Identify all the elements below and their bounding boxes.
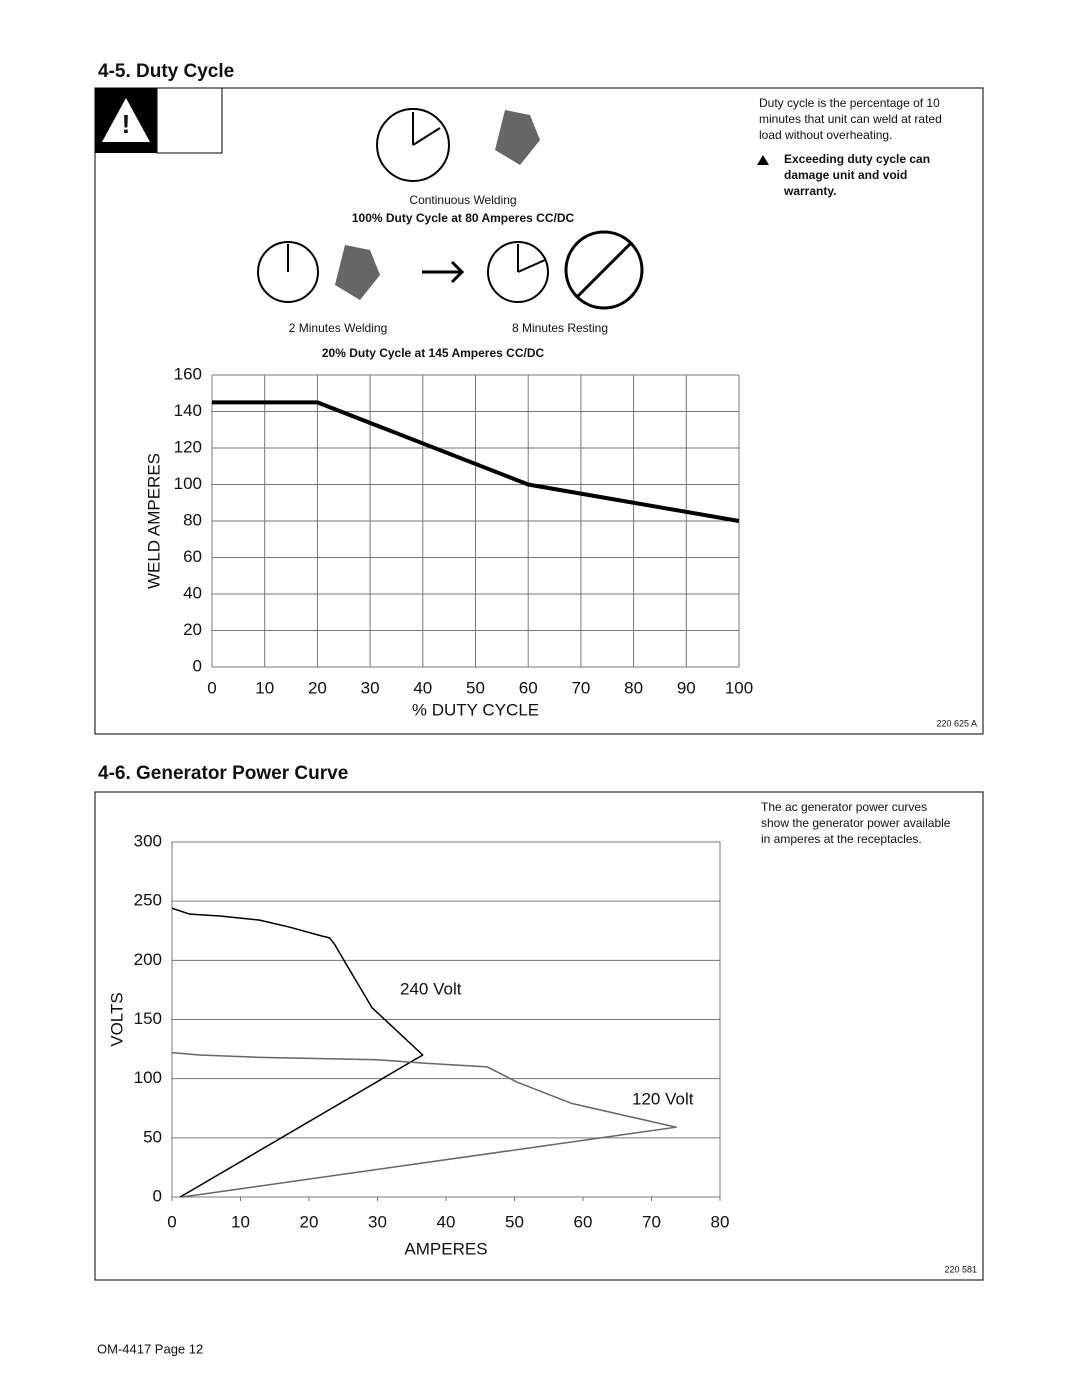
heading: 4-6. Generator Power Curve — [98, 763, 348, 784]
series-line — [212, 400, 740, 523]
x-tick-label: 0 — [207, 678, 216, 697]
no-weld-icon — [564, 230, 644, 310]
footer: OM-4417 Page 12 — [97, 1341, 203, 1356]
y-tick-label: 250 — [134, 891, 162, 910]
caption: 8 Minutes Resting — [512, 321, 608, 335]
series-line — [171, 1051, 677, 1198]
x-axis-title: % DUTY CYCLE — [412, 700, 539, 719]
x-tick-label: 20 — [308, 678, 327, 697]
y-tick-label: 200 — [134, 950, 162, 969]
y-tick-label: 160 — [174, 364, 202, 383]
plot-frame — [171, 841, 721, 1198]
y-tick-label: 120 — [174, 437, 202, 456]
y-tick-label: 100 — [174, 474, 202, 493]
note: Duty cycle is the percentage of 10 — [759, 96, 940, 110]
y-tick-label: 100 — [134, 1068, 162, 1087]
x-tick-label: 60 — [519, 678, 538, 697]
y-tick-label: 20 — [183, 620, 202, 639]
series-label: 240 Volt — [400, 979, 462, 998]
warning: Exceeding duty cycle can — [784, 152, 930, 166]
warning-bullet — [757, 155, 769, 165]
x-tick-label: 20 — [300, 1212, 319, 1231]
x-tick-label: 10 — [255, 678, 274, 697]
clock-hands — [412, 112, 441, 146]
x-tick-label: 80 — [711, 1212, 730, 1231]
caption: 2 Minutes Welding — [289, 321, 388, 335]
x-tick-label: 10 — [231, 1212, 250, 1231]
clock — [376, 108, 450, 182]
note: show the generator power available — [761, 816, 951, 830]
y-tick-label: 60 — [183, 547, 202, 566]
clock — [487, 241, 549, 303]
caption: Continuous Welding — [409, 193, 516, 207]
x-tick-label: 40 — [437, 1212, 456, 1231]
series-line — [171, 907, 424, 1198]
y-tick-label: 300 — [134, 831, 162, 850]
y-axis-title: WELD AMPERES — [144, 453, 163, 589]
figure-id: 220 581 — [944, 1264, 977, 1274]
note: The ac generator power curves — [761, 800, 927, 814]
welder-icon — [495, 110, 540, 165]
x-tick-label: 40 — [413, 678, 432, 697]
x-tick-label: 30 — [361, 678, 380, 697]
y-tick-label: 0 — [193, 656, 202, 675]
clock-hands — [517, 244, 546, 273]
heading: 4-5. Duty Cycle — [98, 61, 234, 82]
y-tick-label: 0 — [153, 1186, 162, 1205]
no-weld-slash — [575, 241, 633, 299]
y-tick-label: 150 — [134, 1009, 162, 1028]
x-tick-label: 80 — [624, 678, 643, 697]
note: minutes that unit can weld at rated — [759, 112, 942, 126]
x-tick-label: 100 — [725, 678, 753, 697]
y-tick-label: 80 — [183, 510, 202, 529]
x-axis-title: AMPERES — [404, 1239, 487, 1258]
series-label: 120 Volt — [632, 1089, 694, 1108]
warning: damage unit and void — [784, 168, 907, 182]
y-tick-label: 40 — [183, 583, 202, 602]
x-tick-label: 70 — [571, 678, 590, 697]
y-axis-title: VOLTS — [107, 992, 126, 1046]
x-tick-label: 70 — [642, 1212, 661, 1231]
y-tick-label: 140 — [174, 401, 202, 420]
warning-triangle — [102, 98, 150, 142]
x-tick-label: 0 — [167, 1212, 176, 1231]
warning-mark: ! — [122, 109, 131, 139]
note: in amperes at the receptacles. — [761, 832, 922, 846]
heat-icon — [156, 87, 223, 154]
x-tick-label: 50 — [505, 1212, 524, 1231]
arrow — [422, 260, 465, 284]
x-tick-label: 30 — [368, 1212, 387, 1231]
x-tick-label: 90 — [677, 678, 696, 697]
caption: 100% Duty Cycle at 80 Amperes CC/DC — [352, 211, 575, 225]
clock — [257, 241, 319, 303]
warning: warranty. — [783, 184, 836, 198]
welder-icon — [335, 245, 380, 300]
note: load without overheating. — [759, 128, 892, 142]
frame — [94, 87, 984, 735]
frame — [94, 791, 984, 1281]
caption: 20% Duty Cycle at 145 Amperes CC/DC — [322, 346, 545, 360]
x-tick-label: 50 — [466, 678, 485, 697]
y-tick-label: 50 — [143, 1127, 162, 1146]
figure-id: 220 625 A — [936, 718, 977, 728]
x-tick-label: 60 — [574, 1212, 593, 1231]
